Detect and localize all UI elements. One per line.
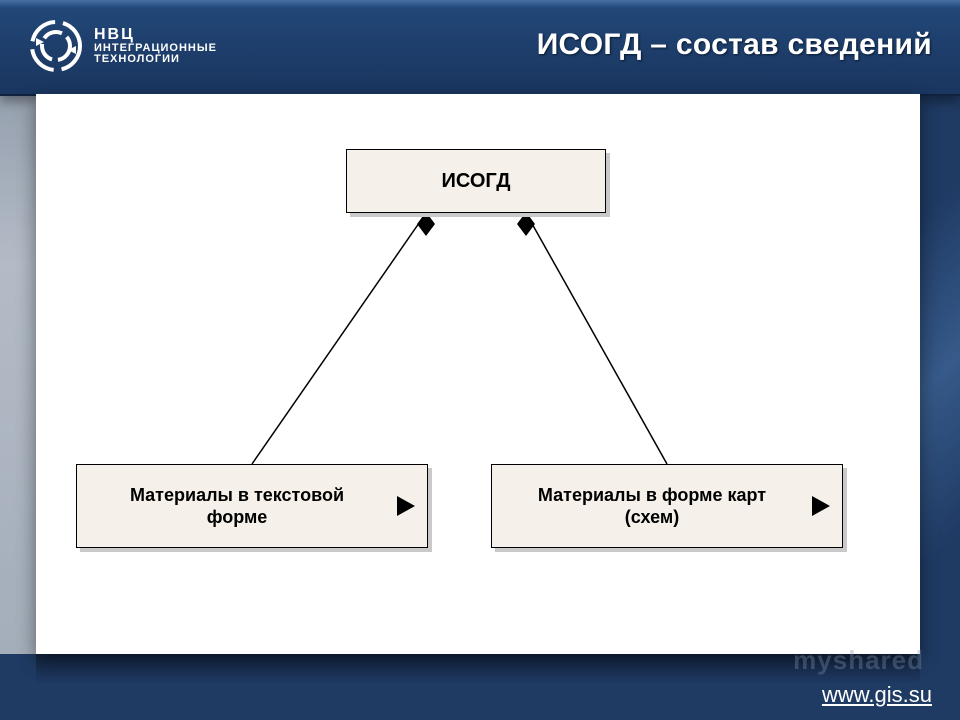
node-right-label: Материалы в форме карт (схем)	[538, 484, 796, 529]
node-root: ИСОГД	[346, 149, 606, 213]
left-bg-strip	[0, 94, 36, 654]
triangle-right-icon	[397, 496, 415, 516]
logo-text: НВЦ ИНТЕГРАЦИОННЫЕ ТЕХНОЛОГИИ	[94, 27, 217, 65]
page-title: ИСОГД – состав сведений	[537, 28, 932, 62]
watermark: myshared	[793, 645, 924, 676]
logo-text-top: НВЦ	[94, 27, 217, 43]
right-bg-strip	[920, 94, 960, 654]
content-card: ИСОГД Материалы в текстовой форме Матери…	[36, 94, 920, 654]
node-left: Материалы в текстовой форме	[76, 464, 428, 548]
logo-text-bot: ТЕХНОЛОГИИ	[94, 54, 217, 65]
bottom-shade	[36, 654, 920, 684]
header-bar: НВЦ ИНТЕГРАЦИОННЫЕ ТЕХНОЛОГИИ ИСОГД – со…	[0, 0, 960, 96]
slide: НВЦ ИНТЕГРАЦИОННЫЕ ТЕХНОЛОГИИ ИСОГД – со…	[0, 0, 960, 720]
node-root-label: ИСОГД	[442, 170, 511, 193]
node-left-label: Материалы в текстовой форме	[130, 484, 374, 529]
header-glow	[0, 0, 960, 8]
node-right: Материалы в форме карт (схем)	[491, 464, 843, 548]
footer-url-link[interactable]: www.gis.su	[822, 682, 932, 708]
logo-icon	[28, 18, 84, 74]
triangle-right-icon	[812, 496, 830, 516]
logo: НВЦ ИНТЕГРАЦИОННЫЕ ТЕХНОЛОГИИ	[28, 18, 217, 74]
